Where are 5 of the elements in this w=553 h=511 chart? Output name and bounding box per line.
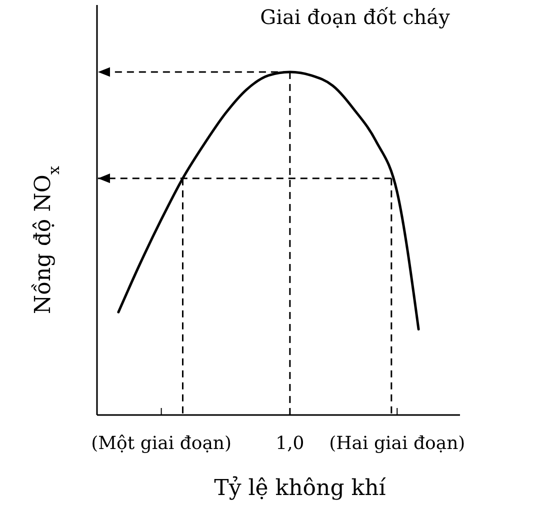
x-tick-label: (Một giai đoạn) bbox=[91, 433, 232, 454]
chart-title: Giai đoạn đốt cháy bbox=[260, 5, 451, 29]
x-axis-title: Tỷ lệ không khí bbox=[214, 476, 387, 501]
x-tick-label: 1,0 bbox=[276, 433, 304, 454]
x-tick-label: (Hai giai đoạn) bbox=[329, 433, 466, 454]
